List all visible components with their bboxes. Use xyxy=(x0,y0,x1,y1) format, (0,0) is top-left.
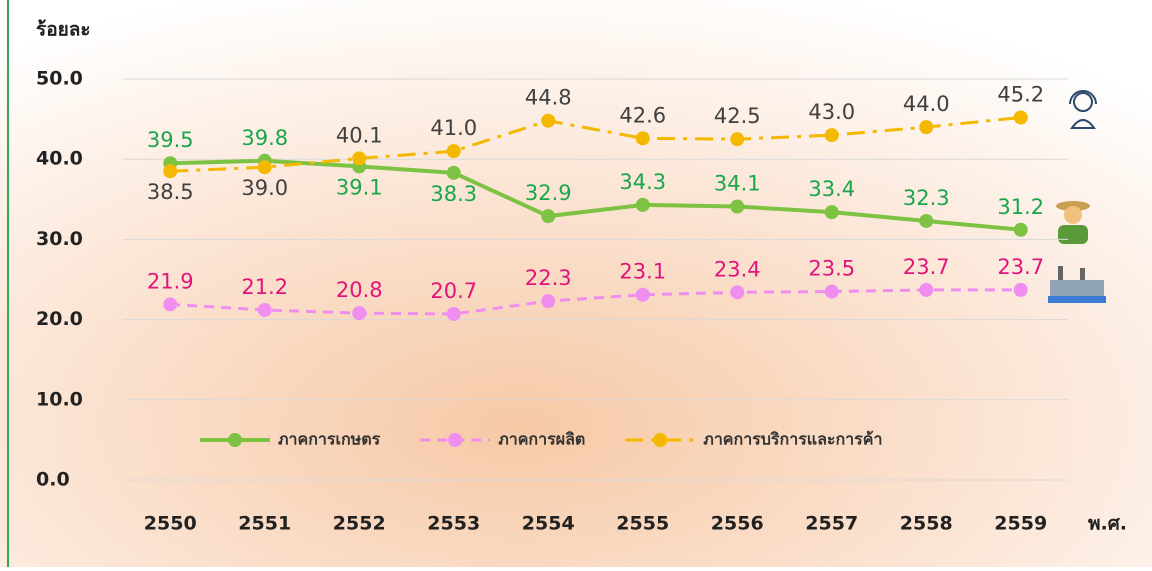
value-label: 20.7 xyxy=(430,279,477,303)
y-tick-label: 20.0 xyxy=(36,308,83,330)
y-tick-label: 10.0 xyxy=(36,388,83,410)
data-point xyxy=(919,282,934,297)
data-point xyxy=(352,306,367,321)
x-tick-label: 2552 xyxy=(333,513,386,535)
series-line xyxy=(170,288,1021,316)
legend-marker xyxy=(448,433,463,447)
data-point xyxy=(257,302,272,317)
data-point xyxy=(541,294,556,309)
value-label: 40.1 xyxy=(336,123,383,147)
data-point xyxy=(635,287,650,302)
data-point xyxy=(919,120,934,135)
series-line xyxy=(170,116,1021,173)
data-point xyxy=(163,164,178,179)
value-label: 44.0 xyxy=(903,92,950,116)
value-label: 45.2 xyxy=(997,82,1044,106)
value-label: 39.5 xyxy=(147,128,194,152)
legend-label: ภาคการเกษตร xyxy=(278,430,381,449)
value-label: 23.7 xyxy=(997,255,1044,279)
data-point xyxy=(824,128,839,143)
value-label: 39.0 xyxy=(241,176,288,200)
value-label: 23.4 xyxy=(714,257,761,281)
data-point xyxy=(352,151,367,166)
data-point xyxy=(446,306,461,321)
value-label: 34.3 xyxy=(619,170,666,194)
value-label: 22.3 xyxy=(525,266,572,290)
value-label: 32.3 xyxy=(903,186,950,210)
value-label: 23.1 xyxy=(619,260,666,284)
legend-label: ภาคการบริการและการค้า xyxy=(703,430,882,449)
legend-label: ภาคการผลิต xyxy=(498,430,585,449)
data-point xyxy=(919,213,934,228)
y-tick-label: 50.0 xyxy=(36,68,83,90)
value-label: 38.3 xyxy=(430,182,477,206)
data-point xyxy=(730,199,745,214)
x-tick-label: 2557 xyxy=(805,513,858,535)
data-point xyxy=(257,160,272,175)
service-icon xyxy=(1069,90,1097,129)
value-label: 32.9 xyxy=(525,181,572,205)
value-label: 21.2 xyxy=(241,275,288,299)
value-label: 43.0 xyxy=(808,100,855,124)
y-tick-label: 0.0 xyxy=(36,469,70,491)
x-tick-label: 2554 xyxy=(522,513,575,535)
value-label: 33.4 xyxy=(808,177,855,201)
value-label: 39.1 xyxy=(336,175,383,199)
value-label: 41.0 xyxy=(430,116,477,140)
data-point xyxy=(1013,110,1028,125)
legend-marker xyxy=(228,433,242,447)
data-point xyxy=(446,165,461,180)
x-tick-label: 2556 xyxy=(711,513,764,535)
value-label: 39.8 xyxy=(241,126,288,150)
value-label: 20.8 xyxy=(336,278,383,302)
data-point xyxy=(824,284,839,299)
x-tick-label: 2559 xyxy=(994,513,1047,535)
y-tick-label: 40.0 xyxy=(36,148,83,170)
data-point xyxy=(163,297,178,312)
factory-icon xyxy=(1048,266,1106,303)
x-tick-label: 2555 xyxy=(616,513,669,535)
data-point xyxy=(446,144,461,159)
data-point xyxy=(730,285,745,300)
value-label: 31.2 xyxy=(997,195,1044,219)
value-label: 38.5 xyxy=(147,180,194,204)
data-point xyxy=(730,132,745,147)
x-tick-label: 2551 xyxy=(238,513,291,535)
value-label: 42.6 xyxy=(619,103,666,127)
x-axis-label: พ.ศ. xyxy=(1088,513,1127,535)
data-point xyxy=(1013,282,1028,297)
x-tick-label: 2553 xyxy=(427,513,480,535)
x-tick-label: 2550 xyxy=(144,513,197,535)
data-point xyxy=(635,197,650,212)
data-point xyxy=(635,131,650,146)
y-axis-label: ร้อยละ xyxy=(36,19,91,41)
value-label: 23.5 xyxy=(808,257,855,281)
y-tick-label: 30.0 xyxy=(36,228,83,250)
value-label: 21.9 xyxy=(147,269,194,293)
data-point xyxy=(824,205,839,220)
value-label: 42.5 xyxy=(714,104,761,128)
data-point xyxy=(1013,222,1028,237)
data-point xyxy=(541,113,556,128)
legend-marker xyxy=(653,433,668,447)
data-point xyxy=(541,209,556,224)
x-tick-label: 2558 xyxy=(900,513,953,535)
value-label: 44.8 xyxy=(525,86,572,110)
value-label: 34.1 xyxy=(714,172,761,196)
value-label: 23.7 xyxy=(903,255,950,279)
